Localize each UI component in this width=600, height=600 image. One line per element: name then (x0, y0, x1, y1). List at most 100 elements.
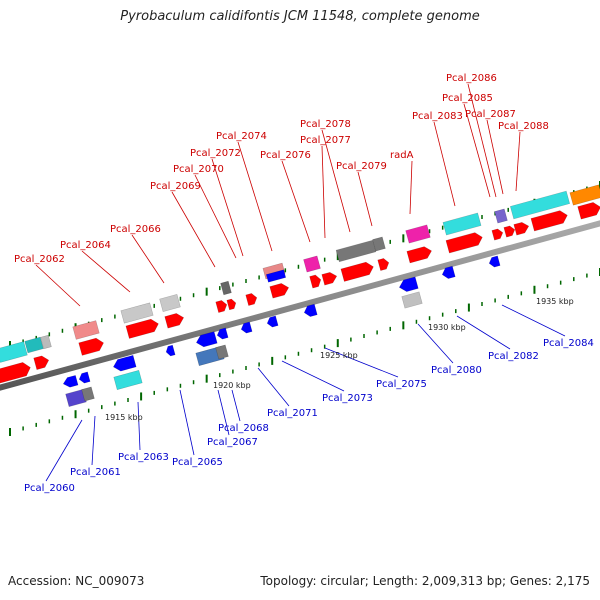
gene-arrow (377, 258, 390, 271)
leader-line (409, 160, 413, 215)
gene-arrow (65, 389, 87, 407)
gene-arrow (164, 313, 185, 329)
leader-line (321, 129, 351, 233)
gene-label-lower: Pcal_2067 (207, 437, 258, 448)
leader-line (456, 315, 511, 350)
gene-label-upper: Pcal_2069 (150, 181, 201, 192)
kbp-label: 1935 kbp (536, 297, 574, 306)
leader-line (281, 160, 311, 243)
gene-arrow (303, 255, 321, 273)
gene-label-lower: Pcal_2080 (431, 365, 482, 376)
gene-label-upper: Pcal_2070 (173, 164, 224, 175)
map-title: Pyrobaculum calidifontis JCM 11548, comp… (120, 9, 480, 24)
gene-arrow (445, 232, 483, 254)
gene-label-upper: Pcal_2079 (336, 161, 387, 172)
gene-label-lower: Pcal_2082 (488, 351, 539, 362)
leader-line (486, 119, 504, 195)
gene-arrow (165, 344, 176, 357)
leader-line (515, 131, 521, 192)
topology-stats-text: Topology: circular; Length: 2,009,313 bp… (260, 574, 590, 588)
gene-arrow (303, 303, 318, 317)
leader-line (321, 145, 326, 239)
genome-backbone (0, 220, 600, 391)
gene-arrow (226, 298, 237, 311)
gene-arrow (120, 302, 154, 324)
gene-arrow (441, 265, 456, 279)
gene-label-upper: Pcal_2085 (442, 93, 493, 104)
gene-label-upper: Pcal_2072 (190, 148, 241, 159)
gene-arrow (266, 315, 279, 328)
gene-label-upper: Pcal_2077 (300, 135, 351, 146)
gene-arrow (340, 261, 374, 282)
leader-line (257, 367, 290, 407)
gene-arrow (215, 344, 229, 360)
gene-arrow (577, 202, 600, 220)
gene-arrow (216, 327, 229, 340)
gene-arrow (442, 212, 482, 236)
gene-label-lower: Pcal_2061 (70, 467, 121, 478)
leader-line (171, 191, 216, 268)
kbp-label: 1920 kbp (213, 381, 251, 390)
gene-label-lower: Pcal_2075 (376, 379, 427, 390)
kbp-label: 1930 kbp (428, 323, 466, 332)
leader-line (417, 323, 454, 364)
gene-arrow (513, 222, 530, 236)
gene-arrow (33, 355, 50, 370)
leader-line (91, 415, 96, 466)
gene-arrow (125, 318, 159, 339)
gene-label-upper: Pcal_2076 (260, 150, 311, 161)
gene-arrow (113, 355, 137, 372)
leader-line (467, 83, 497, 198)
leader-line (237, 141, 273, 252)
gene-arrow (491, 228, 504, 241)
leader-line (357, 171, 373, 227)
gene-arrow (0, 341, 28, 363)
gene-arrow (40, 334, 52, 350)
gene-label-upper: Pcal_2087 (465, 109, 516, 120)
gene-arrow (269, 283, 290, 299)
gene-label-upper: Pcal_2078 (300, 119, 351, 130)
leader-line (231, 389, 241, 422)
gene-label-lower: Pcal_2068 (218, 423, 269, 434)
gene-arrow (309, 274, 322, 289)
gene-arrow (321, 272, 338, 286)
gene-arrow (0, 362, 31, 384)
gene-arrow (510, 190, 570, 220)
gene-arrow (113, 369, 143, 391)
gene-arrow (72, 320, 100, 340)
leader-line (137, 401, 141, 451)
leader-line (179, 389, 195, 456)
gene-arrow (494, 208, 508, 224)
leader-line (501, 304, 566, 337)
gene-arrow (398, 276, 419, 292)
gene-arrow (530, 210, 568, 232)
gene-arrow (335, 239, 377, 263)
gene-arrow (372, 236, 386, 252)
gene-label-upper: Pcal_2062 (14, 254, 65, 265)
leader-line (281, 360, 345, 392)
gene-arrow (62, 375, 79, 388)
gene-arrow (488, 255, 501, 268)
label-leader-lines (35, 83, 566, 482)
gene-label-upper: Pcal_2088 (498, 121, 549, 132)
gene-arrow (215, 300, 228, 313)
gene-label-upper: radA (390, 150, 414, 161)
gene-arrow (220, 280, 232, 296)
gene-arrow (196, 331, 218, 348)
leader-line (433, 121, 456, 207)
leader-line (463, 103, 491, 198)
leader-line (194, 174, 237, 259)
gene-label-upper: Pcal_2086 (446, 73, 497, 84)
gene-label-lower: Pcal_2060 (24, 483, 75, 494)
gene-arrow (81, 386, 95, 402)
leader-line (35, 264, 81, 307)
gene-arrow (406, 246, 432, 264)
gene-arrow (569, 184, 600, 206)
gene-label-upper: Pcal_2074 (216, 131, 267, 142)
gene-arrow (78, 337, 104, 356)
gene-arrow (24, 336, 44, 354)
leader-line (81, 250, 131, 293)
gene-label-lower: Pcal_2084 (543, 338, 594, 349)
tick-marks (9, 181, 600, 436)
gene-label-upper: Pcal_2083 (412, 111, 463, 122)
